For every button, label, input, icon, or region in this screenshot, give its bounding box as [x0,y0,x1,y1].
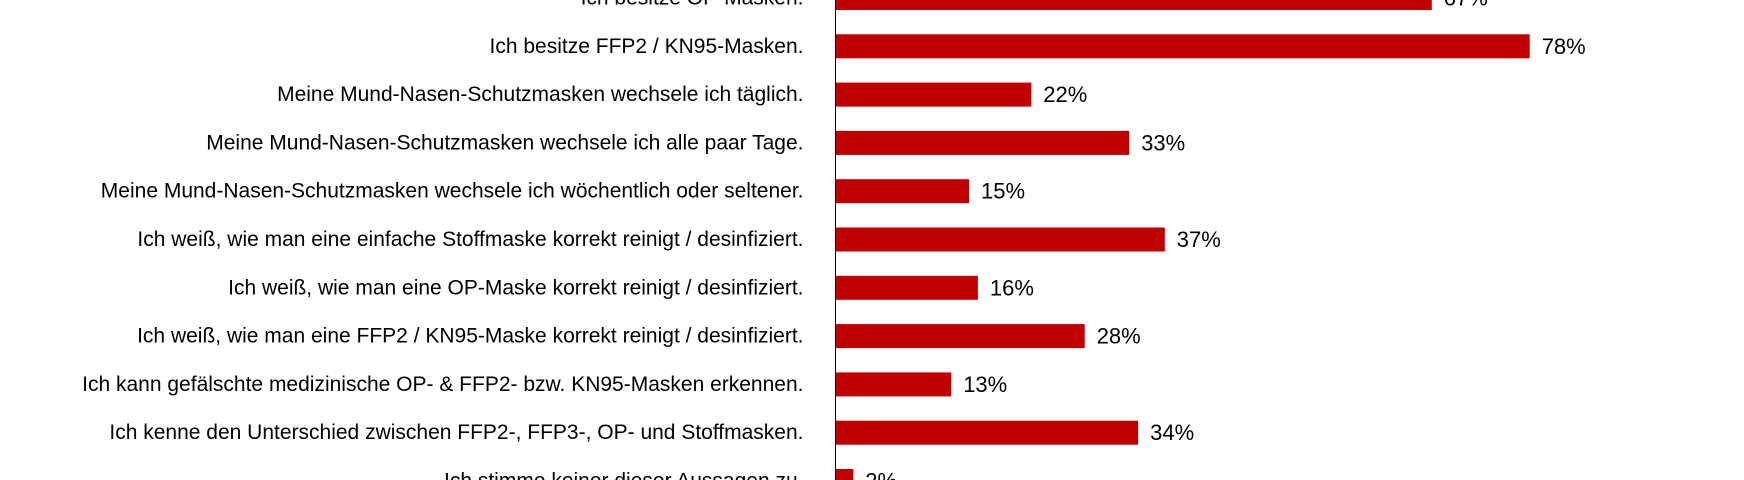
value-label: 67% [1444,0,1488,11]
category-label: Ich weiß, wie man eine OP-Maske korrekt … [228,276,803,299]
value-label: 13% [963,372,1007,397]
bar [835,0,1432,10]
category-label: Meine Mund-Nasen-Schutzmasken wechsele i… [277,83,803,106]
bar [835,82,1032,107]
category-label: Ich besitze FFP2 / KN95-Masken. [490,35,804,58]
category-label: Meine Mund-Nasen-Schutzmasken wechsele i… [206,131,803,154]
bar [835,179,969,204]
value-label: 28% [1097,324,1141,349]
category-label: Ich weiß, wie man eine einfache Stoffmas… [137,228,803,251]
bar [835,372,952,397]
bar [835,130,1130,155]
value-label: 2% [865,469,897,480]
bar [835,469,854,480]
category-label: Ich weiß, wie man eine FFP2 / KN95-Maske… [137,325,803,348]
bar [835,275,978,300]
value-label: 16% [990,275,1034,300]
category-label: Ich kann gefälschte medizinische OP- & F… [82,373,803,396]
bar [835,34,1530,59]
value-label: 37% [1177,227,1221,252]
category-label: Ich stimme keiner dieser Aussagen zu. [444,470,804,480]
category-labels-group: Ich besitze OP-Masken. Ich besitze FFP2 /… [82,0,803,480]
value-label: 34% [1150,420,1194,445]
bar [835,420,1139,445]
value-labels-group: 67% 78% 22% 33% 15% 37% 16% 28% 13% 34% 2% [865,0,1585,480]
bar [835,227,1165,252]
value-label: 33% [1141,130,1185,155]
value-label: 22% [1043,82,1087,107]
category-label: Meine Mund-Nasen-Schutzmasken wechsele i… [101,180,804,203]
value-label: 78% [1542,34,1586,59]
bars-group [835,0,1530,480]
category-label: Ich kenne den Unterschied zwischen FFP2-… [109,421,803,444]
category-label: Ich besitze OP-Masken. [581,0,804,10]
value-label: 15% [981,179,1025,204]
bar [835,324,1085,349]
